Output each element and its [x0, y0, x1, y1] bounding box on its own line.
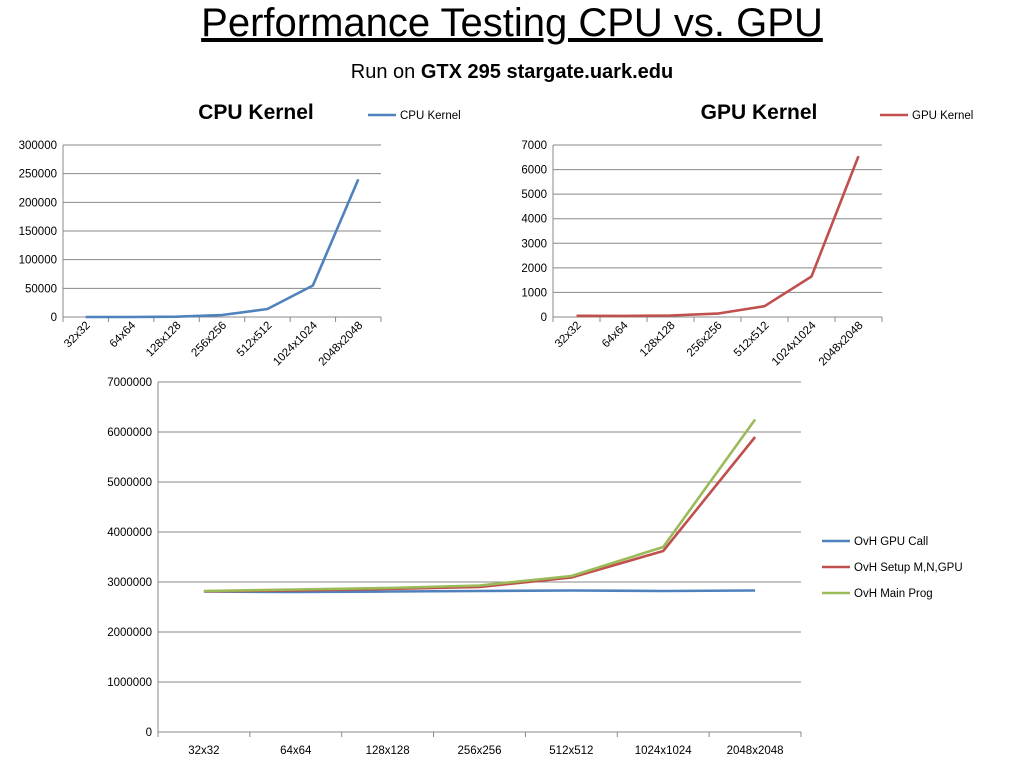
- x-tick-label: 1024x1024: [271, 319, 320, 368]
- y-tick-label: 250000: [19, 169, 57, 181]
- y-tick-label: 3000: [521, 238, 547, 250]
- y-tick-label: 200000: [19, 197, 57, 209]
- slide-subtitle: Run on GTX 295 stargate.uark.edu: [0, 59, 1024, 85]
- y-tick-label: 4000000: [107, 527, 152, 539]
- x-tick-label: 512x512: [732, 320, 772, 360]
- y-tick-label: 0: [51, 312, 57, 324]
- series-line: [203, 418, 757, 593]
- legend-label: CPU Kernel: [400, 110, 461, 122]
- x-tick-label: 512x512: [235, 320, 275, 360]
- y-tick-label: 7000: [521, 140, 547, 152]
- x-tick-label: 32x32: [62, 320, 93, 351]
- legend-label: OvH Setup M,N,GPU: [854, 562, 963, 574]
- y-tick-label: 1000: [521, 287, 547, 299]
- y-tick-label: 150000: [19, 226, 57, 238]
- x-tick-label: 1024x1024: [770, 319, 819, 368]
- x-tick-label: 128x128: [638, 320, 678, 360]
- x-tick-label: 2048x2048: [727, 745, 784, 757]
- slide-title: Performance Testing CPU vs. GPU: [201, 1, 823, 45]
- y-tick-label: 2000000: [107, 627, 152, 639]
- y-tick-label: 7000000: [107, 377, 152, 389]
- y-tick-label: 6000: [521, 165, 547, 177]
- x-tick-label: 256x256: [189, 320, 229, 360]
- y-tick-label: 3000000: [107, 577, 152, 589]
- chart-title: GPU Kernel: [701, 101, 818, 124]
- x-tick-label: 64x64: [280, 745, 312, 757]
- x-tick-label: 2048x2048: [317, 320, 366, 369]
- y-tick-label: 5000: [521, 189, 547, 201]
- x-tick-label: 1024x1024: [635, 745, 693, 757]
- x-tick-label: 32x32: [188, 745, 219, 757]
- y-tick-label: 6000000: [107, 427, 152, 439]
- y-tick-label: 5000000: [107, 477, 152, 489]
- x-tick-label: 32x32: [553, 320, 584, 351]
- x-tick-label: 256x256: [457, 745, 501, 757]
- y-tick-label: 1000000: [107, 677, 152, 689]
- y-tick-label: 50000: [25, 283, 57, 295]
- legend-label: OvH GPU Call: [854, 536, 928, 548]
- x-tick-label: 2048x2048: [817, 320, 866, 369]
- x-tick-label: 64x64: [600, 319, 631, 350]
- y-tick-label: 2000: [521, 263, 547, 275]
- series-line: [203, 589, 756, 594]
- subtitle-prefix: Run on: [350, 61, 421, 83]
- y-tick-label: 100000: [19, 255, 57, 267]
- series-line: [203, 436, 757, 593]
- x-tick-label: 64x64: [108, 319, 139, 350]
- series-line: [576, 155, 860, 318]
- y-tick-label: 0: [541, 312, 547, 324]
- y-tick-label: 0: [146, 727, 152, 739]
- legend-label: GPU Kernel: [912, 110, 973, 122]
- x-tick-label: 512x512: [549, 745, 593, 757]
- subtitle-host: GTX 295 stargate.uark.edu: [420, 61, 674, 83]
- legend-label: OvH Main Prog: [854, 588, 933, 600]
- x-tick-label: 128x128: [144, 320, 184, 360]
- series-line: [85, 178, 360, 319]
- x-tick-label: 128x128: [366, 745, 410, 757]
- chart-title: CPU Kernel: [198, 101, 314, 124]
- y-tick-label: 300000: [19, 140, 57, 152]
- y-tick-label: 4000: [521, 214, 547, 226]
- x-tick-label: 256x256: [685, 320, 725, 360]
